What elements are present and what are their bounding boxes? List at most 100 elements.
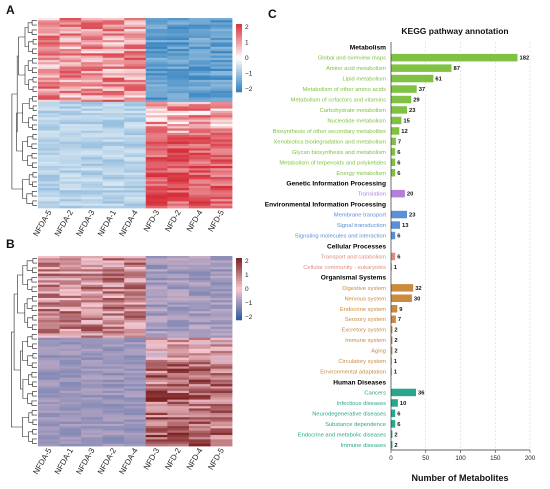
heatmap-cell xyxy=(124,390,147,394)
heatmap-cell xyxy=(124,110,147,114)
heatmap-cell xyxy=(59,441,82,445)
heatmap-cell xyxy=(145,157,168,160)
heatmap-cell xyxy=(81,101,104,105)
heatmap-cell xyxy=(81,351,104,354)
sample-label: NFDA-4 xyxy=(117,446,140,476)
bar xyxy=(391,430,393,438)
bar-value: 32 xyxy=(415,286,421,292)
heatmap-cell xyxy=(145,300,168,303)
heatmap-cell xyxy=(210,311,233,314)
heatmap-cell xyxy=(81,148,104,151)
heatmap-cell xyxy=(167,339,190,343)
heatmap-cell xyxy=(145,401,168,405)
row-dendrogram-a xyxy=(11,20,37,206)
heatmap-cell xyxy=(59,126,82,129)
heatmap-cell xyxy=(167,46,190,50)
heatmap-cell xyxy=(124,26,147,30)
heatmap-cell xyxy=(81,53,104,56)
heatmap-cell xyxy=(210,190,233,193)
heatmap-cell xyxy=(102,342,125,345)
heatmap-cell xyxy=(81,188,104,191)
heatmap-cell xyxy=(167,331,190,334)
heatmap-cell xyxy=(167,375,190,378)
heatmap-cell xyxy=(145,161,168,165)
heatmap-cell xyxy=(145,404,168,407)
heatmap-cell xyxy=(81,381,104,385)
heatmap-cell xyxy=(167,172,190,176)
heatmap-cell xyxy=(102,82,125,85)
heatmap-cell xyxy=(210,177,233,180)
heatmap-cell xyxy=(124,113,147,116)
heatmap-cell xyxy=(59,77,82,81)
heatmap-cell xyxy=(210,44,233,48)
heatmap-cell xyxy=(167,324,190,328)
heatmap-cell xyxy=(102,110,125,114)
heatmap-cell xyxy=(188,66,211,70)
heatmap-cell xyxy=(102,322,125,325)
heatmap-cell xyxy=(59,377,82,381)
heatmap-cell xyxy=(167,267,190,270)
heatmap-cell xyxy=(59,271,82,275)
heatmap-cell xyxy=(124,68,147,72)
heatmap-cell xyxy=(145,258,168,261)
legend-swatch xyxy=(236,52,242,56)
heatmap-cell xyxy=(81,388,104,392)
heatmap-cell xyxy=(210,293,233,297)
heatmap-cell xyxy=(59,179,82,182)
bar-label: Aging xyxy=(371,349,386,355)
heatmap-cell xyxy=(81,48,104,52)
heatmap-cell xyxy=(167,22,190,26)
heatmap-cell xyxy=(102,434,125,438)
heatmap-cell xyxy=(124,377,147,381)
heatmap-cell xyxy=(102,353,125,356)
heatmap-cell xyxy=(188,124,211,127)
dendrogram-branch xyxy=(22,417,29,437)
heatmap-cell xyxy=(210,104,233,107)
heatmap-cell xyxy=(210,99,233,103)
heatmap-cell xyxy=(81,260,104,264)
heatmap-cell xyxy=(59,24,82,28)
heatmap-cell xyxy=(81,295,104,299)
heatmap-cell xyxy=(145,24,168,28)
heatmap-cell xyxy=(38,93,60,96)
heatmap-cell xyxy=(124,386,147,389)
heatmap-cell xyxy=(210,258,233,261)
bar xyxy=(391,409,396,418)
heatmap-cell xyxy=(145,421,168,425)
heatmap-cell xyxy=(145,117,168,121)
heatmap-cell xyxy=(38,124,60,127)
heatmap-cell xyxy=(81,132,104,136)
heatmap-cell xyxy=(59,273,82,277)
heatmap-cell xyxy=(102,179,125,182)
heatmap-cell xyxy=(124,295,147,299)
heatmap-cell xyxy=(210,306,233,310)
heatmap-cell xyxy=(145,370,168,374)
heatmap-cell xyxy=(102,141,125,145)
legend-swatch xyxy=(236,60,242,64)
heatmap-cell xyxy=(167,426,190,429)
heatmap-cell xyxy=(124,439,147,442)
heatmap-cell xyxy=(59,20,82,23)
heatmap-cell xyxy=(188,375,211,378)
heatmap-cell xyxy=(102,370,125,374)
heatmap-cell xyxy=(210,179,233,182)
heatmap-cell xyxy=(81,199,104,202)
heatmap-cell xyxy=(59,97,82,101)
heatmap-cell xyxy=(102,439,125,442)
heatmap-cell xyxy=(81,359,104,363)
heatmap-cell xyxy=(81,79,104,83)
heatmap-cell xyxy=(102,359,125,363)
bar-value: 36 xyxy=(418,391,425,397)
heatmap-cell xyxy=(124,179,147,182)
heatmap-cell xyxy=(210,390,233,394)
heatmap-cell xyxy=(210,71,233,74)
heatmap-cell xyxy=(102,106,125,109)
heatmap-cell xyxy=(59,73,82,76)
heatmap-cell xyxy=(210,309,233,312)
bar xyxy=(391,284,414,292)
heatmap-cell xyxy=(210,57,233,61)
heatmap-cell xyxy=(124,42,147,45)
heatmap-cell xyxy=(210,141,233,145)
dendrogram-branch xyxy=(32,181,37,187)
legend-swatch xyxy=(236,26,242,30)
